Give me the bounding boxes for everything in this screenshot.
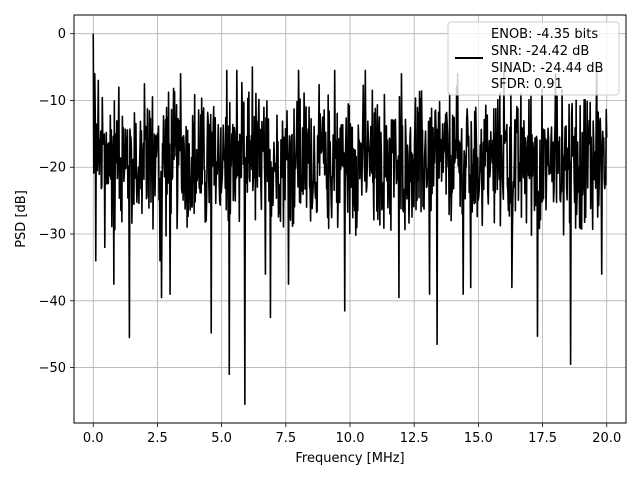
x-tick-label: 7.5 bbox=[275, 431, 296, 446]
y-tick-label: 0 bbox=[58, 27, 66, 42]
legend-sfdr: SFDR: 0.91 bbox=[491, 77, 563, 92]
legend: ENOB: -4.35 bits SNR: -24.42 dB SINAD: -… bbox=[447, 21, 620, 96]
x-tick-label: 5.0 bbox=[211, 431, 232, 446]
x-tick-label: 12.5 bbox=[400, 431, 429, 446]
x-axis-label: Frequency [MHz] bbox=[295, 451, 404, 466]
x-tick-label: 10.0 bbox=[336, 431, 365, 446]
x-tick-label: 20.0 bbox=[592, 431, 621, 446]
psd-series-line bbox=[92, 33, 608, 406]
legend-box bbox=[447, 21, 620, 96]
x-tick-label: 15.0 bbox=[464, 431, 493, 446]
x-tick-label: 2.5 bbox=[147, 431, 168, 446]
y-tick-label: −10 bbox=[39, 94, 66, 109]
y-tick-label: −40 bbox=[39, 294, 66, 309]
x-tick-label: 17.5 bbox=[528, 431, 557, 446]
y-tick-label: −50 bbox=[39, 361, 66, 376]
x-tick-label: 0.0 bbox=[83, 431, 104, 446]
legend-sinad: SINAD: -24.44 dB bbox=[491, 61, 603, 76]
y-tick-label: −30 bbox=[39, 228, 66, 243]
y-axis-ticks: 0 −10 −20 −30 −40 −50 bbox=[39, 27, 74, 376]
y-tick-label: −20 bbox=[39, 161, 66, 176]
x-axis-ticks: 0.0 2.5 5.0 7.5 10.0 12.5 15.0 17.5 20.0 bbox=[83, 423, 621, 446]
y-axis-label: PSD [dB] bbox=[14, 190, 29, 248]
legend-snr: SNR: -24.42 dB bbox=[491, 44, 589, 59]
legend-enob: ENOB: -4.35 bits bbox=[491, 27, 598, 42]
plot-area bbox=[92, 33, 608, 406]
